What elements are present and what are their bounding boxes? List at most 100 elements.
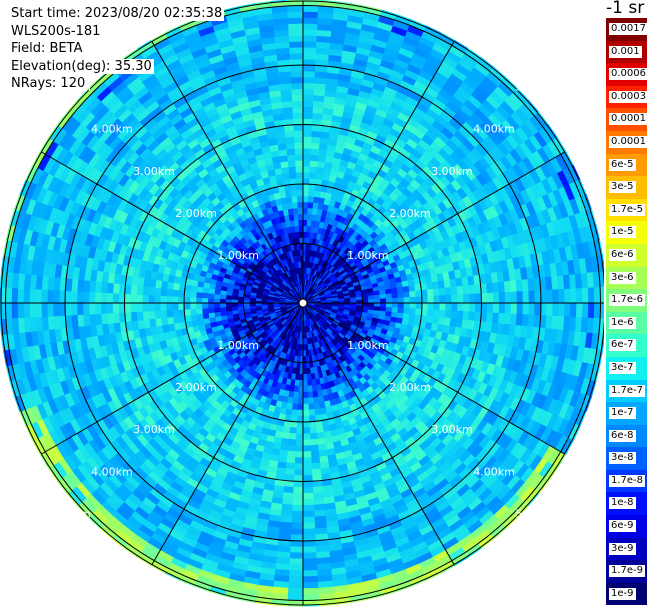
- beta-cell: [552, 302, 560, 317]
- beta-cell: [302, 22, 318, 31]
- beta-cell: [474, 293, 482, 304]
- beta-cell: [302, 136, 313, 143]
- beta-cell: [310, 456, 321, 464]
- beta-cell: [136, 293, 143, 304]
- beta-cell: [289, 540, 304, 548]
- beta-cell: [403, 302, 411, 309]
- beta-cell: [368, 302, 375, 308]
- beta-cell: [302, 480, 314, 488]
- beta-cell: [302, 516, 315, 524]
- beta-cell: [307, 397, 314, 405]
- beta-cell: [516, 302, 524, 315]
- beta-cell: [171, 295, 179, 304]
- beta-cell: [11, 287, 19, 304]
- beta-cell: [302, 189, 310, 197]
- beta-cell: [312, 106, 324, 114]
- beta-cell: [130, 302, 137, 313]
- beta-cell: [302, 451, 312, 459]
- beta-cell: [302, 17, 319, 25]
- beta-cell: [575, 288, 584, 304]
- beta-cell: [295, 433, 304, 441]
- beta-cell: [302, 379, 308, 387]
- beta-cell: [415, 308, 423, 316]
- beta-cell: [528, 290, 536, 304]
- beta-cell: [362, 299, 369, 304]
- beta-cell: [438, 287, 446, 297]
- beta-cell: [106, 282, 114, 294]
- beta-cell: [302, 463, 313, 470]
- beta-cell: [361, 295, 369, 301]
- beta-cell: [593, 302, 601, 319]
- beta-cell: [302, 385, 309, 393]
- beta-cell: [201, 297, 209, 304]
- beta-cell: [22, 302, 31, 318]
- beta-cell: [171, 309, 180, 318]
- beta-cell: [294, 457, 304, 464]
- beta-cell: [288, 575, 304, 584]
- beta-cell: [302, 219, 308, 227]
- beta-cell: [302, 46, 317, 54]
- beta-cell: [581, 287, 589, 304]
- beta-cell: [281, 497, 294, 506]
- beta-cell: [160, 309, 168, 319]
- beta-cell: [213, 297, 221, 304]
- beta-cell: [64, 290, 72, 304]
- beta-cell: [287, 444, 296, 452]
- beta-cell: [498, 302, 506, 314]
- beta-cell: [290, 522, 304, 530]
- beta-cell: [287, 581, 304, 589]
- beta-cell: [497, 281, 506, 294]
- beta-cell: [564, 288, 572, 304]
- beta-cell: [306, 373, 312, 381]
- beta-cell: [64, 302, 72, 316]
- beta-cell: [177, 302, 185, 310]
- beta-cell: [385, 302, 393, 309]
- beta-cell: [5, 287, 13, 304]
- beta-cell: [546, 302, 554, 317]
- beta-cell: [52, 302, 60, 317]
- beta-cell: [302, 427, 311, 435]
- beta-cell: [88, 302, 96, 315]
- beta-cell: [379, 302, 387, 308]
- beta-cell: [397, 297, 405, 304]
- beta-cell: [463, 302, 470, 313]
- beta-cell: [118, 302, 126, 314]
- beta-cell: [367, 295, 375, 300]
- beta-cell: [201, 292, 209, 299]
- beta-cell: [307, 201, 314, 209]
- beta-cell: [5, 302, 13, 319]
- beta-cell: [558, 302, 566, 318]
- beta-cell: [492, 292, 500, 304]
- beta-cell: [302, 88, 315, 96]
- beta-cell: [154, 310, 162, 319]
- beta-cell: [298, 379, 304, 387]
- beta-cell: [469, 302, 476, 313]
- beta-cell: [195, 291, 203, 299]
- beta-cell: [302, 570, 318, 578]
- beta-cell: [310, 142, 321, 150]
- beta-cell: [445, 294, 453, 304]
- beta-cell: [540, 302, 548, 317]
- beta-cell: [305, 361, 311, 369]
- beta-cell: [313, 402, 321, 410]
- beta-cell: [492, 282, 500, 294]
- beta-cell: [292, 480, 304, 488]
- beta-cell: [403, 291, 411, 299]
- beta-cell: [70, 302, 78, 316]
- beta-cell: [504, 302, 512, 315]
- beta-cell: [302, 82, 315, 90]
- beta-cell: [288, 570, 304, 578]
- beta-cell: [469, 293, 476, 304]
- beta-cell: [558, 288, 566, 304]
- beta-cell: [397, 292, 405, 299]
- beta-cell: [219, 302, 227, 308]
- beta-cell: [293, 474, 304, 482]
- beta-cell: [528, 302, 536, 316]
- beta-cell: [297, 397, 304, 405]
- beta-cell: [288, 564, 304, 572]
- beta-cell: [432, 309, 441, 318]
- beta-cell: [189, 302, 197, 310]
- beta-cell: [225, 306, 233, 312]
- beta-cell: [439, 302, 447, 311]
- beta-cell: [213, 307, 221, 313]
